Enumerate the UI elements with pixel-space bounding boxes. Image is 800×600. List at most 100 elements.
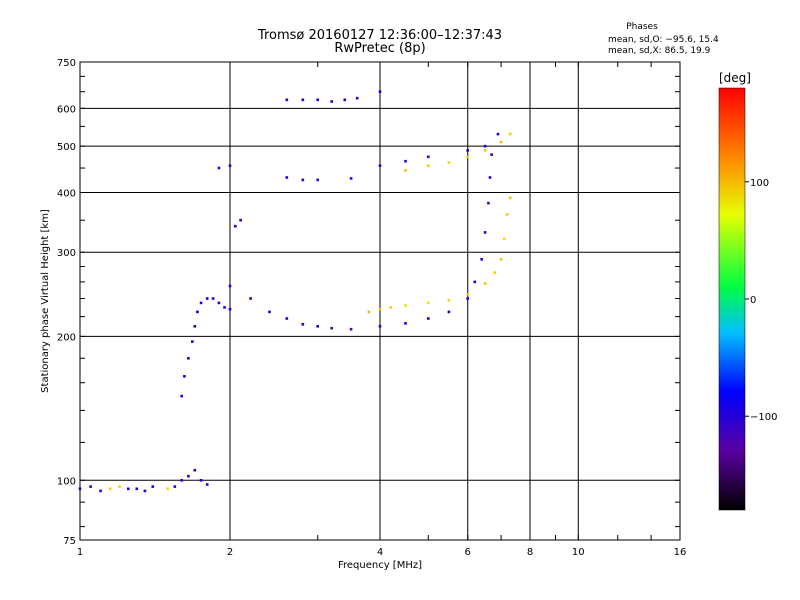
echo-point [404,169,407,172]
x-axis-label: Frequency [MHz] [338,560,422,571]
y-tick-label: 300 [57,248,76,259]
echo-point [389,306,392,309]
chart-subtitle: RwPretec (8p) [334,41,425,56]
echo-point [447,310,451,314]
echo-point [191,340,194,343]
echo-point [143,489,147,493]
y-tick-label: 500 [57,142,76,153]
echo-point [404,322,407,325]
echo-point [496,132,500,136]
phases-x-mode: mean, sd,X: 86.5, 19.9 [608,46,711,56]
echo-point [193,325,197,328]
echo-point [135,487,139,491]
echo-point [499,258,503,261]
echo-point [151,485,155,488]
echo-point [483,282,487,285]
echo-point [378,164,382,167]
echo-point [447,299,451,302]
y-tick-label: 100 [57,476,76,487]
echo-point [127,487,130,491]
chart-title: Tromsø 20160127 12:36:00–12:37:43 [257,28,502,43]
echo-point [466,149,469,152]
echo-point [249,297,252,300]
echo-point [508,132,512,136]
echo-point [166,487,169,491]
echo-point [193,468,197,472]
echo-point [285,98,289,102]
tick-marks [79,61,681,540]
echo-point [118,485,121,488]
echo-point [404,304,407,307]
phases-o-mode: mean, sd,O: −95.6, 15.4 [608,35,719,45]
colorbar-tick-label: −100 [750,412,777,423]
echo-point [205,483,209,486]
echo-point [228,284,232,288]
echo-point [343,98,347,102]
echo-point [466,293,469,296]
x-tick-label: 8 [527,547,533,558]
colorbar [718,87,746,511]
echo-point [228,164,232,167]
echo-point [187,357,190,360]
echo-point [378,90,382,93]
echo-point [301,178,305,182]
echo-point [330,326,333,330]
echo-point [180,394,183,398]
echo-point [493,271,497,274]
colorbar-tick-label: 100 [750,178,769,189]
echo-point [199,301,203,305]
echo-point [427,155,430,159]
y-tick-label: 600 [57,104,76,115]
echo-points [78,90,512,493]
echo-point [483,231,487,234]
phases-heading: Phases [626,22,658,32]
echo-point [427,164,430,167]
echo-point [316,325,319,328]
colorbar-ticks: 100 0 −100 [745,178,777,423]
echo-point [78,487,82,491]
echo-point [499,140,503,144]
echo-point [488,176,492,179]
echo-point [487,201,490,205]
echo-point [367,310,371,314]
x-tick-label: 2 [227,547,233,558]
y-axis-label: Stationary phase Virtual Height [km] [40,209,51,393]
echo-point [217,301,221,305]
echo-point [108,487,112,491]
echo-point [223,306,226,309]
echo-point [483,149,487,152]
y-tick-label: 200 [57,332,76,343]
x-tick-labels: 1 2 4 6 8 10 16 [77,547,687,558]
echo-point [316,178,319,182]
echo-point [205,297,209,300]
echo-point [480,258,483,261]
echo-point [268,310,271,314]
echo-point [196,310,199,314]
x-tick-label: 1 [77,547,83,558]
echo-point [228,307,232,311]
y-tick-label: 75 [63,536,76,547]
echo-point [89,485,92,488]
echo-point [349,177,353,180]
echo-point [301,323,305,326]
echo-point [490,153,493,156]
echo-point [330,100,333,103]
echo-point [183,375,186,378]
echo-point [199,479,203,482]
echo-point [316,98,319,102]
echo-point [217,166,221,170]
echo-point [404,159,407,163]
echo-point [473,280,477,284]
echo-point [285,317,289,320]
echo-point [180,479,183,482]
echo-point [427,317,430,320]
echo-point [508,196,512,200]
echo-point [211,297,215,300]
echo-point [285,176,289,179]
x-tick-label: 6 [465,547,471,558]
colorbar-label: [deg] [719,71,751,85]
y-tick-label: 750 [57,58,76,69]
echo-point [483,144,487,148]
echo-point [505,213,509,216]
